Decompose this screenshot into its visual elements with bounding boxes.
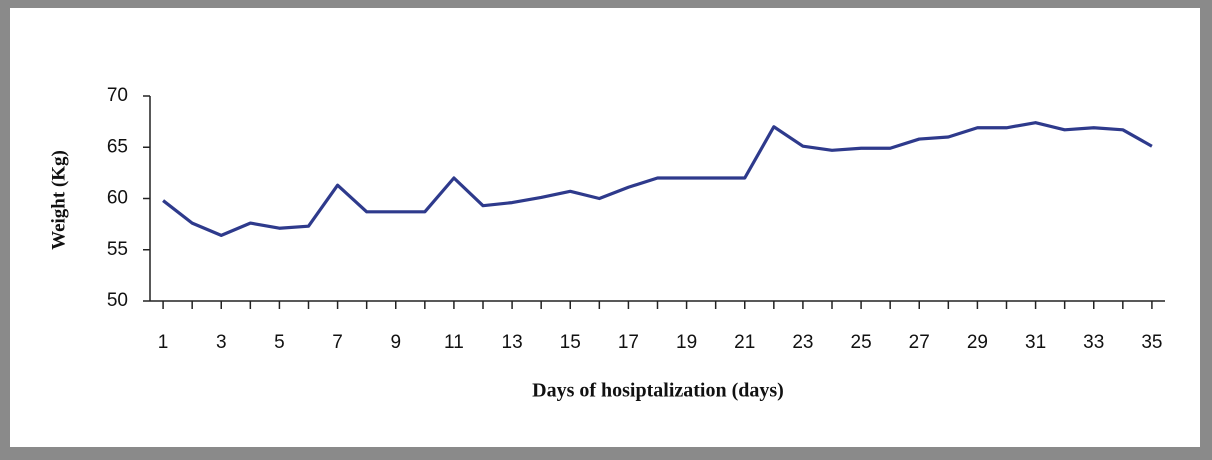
y-tick-label: 55 — [107, 239, 128, 260]
x-axis-label: Days of hosiptalization (days) — [532, 380, 784, 402]
x-tick-label: 11 — [444, 332, 464, 353]
x-tick-label: 25 — [851, 332, 872, 353]
y-tick-label: 60 — [107, 188, 128, 209]
x-tick-label: 17 — [618, 332, 639, 353]
x-tick-label: 3 — [216, 332, 227, 353]
y-tick-label: 50 — [107, 290, 128, 311]
x-tick-label: 9 — [390, 332, 401, 353]
x-tick-label: 7 — [332, 332, 343, 353]
x-tick-label: 33 — [1083, 332, 1104, 353]
x-tick-label: 13 — [502, 332, 523, 353]
x-tick-label: 5 — [274, 332, 285, 353]
x-tick-label: 27 — [909, 332, 930, 353]
x-tick-label: 21 — [734, 332, 755, 353]
x-tick-label: 19 — [676, 332, 697, 353]
data-line — [162, 121, 1153, 237]
y-tick-label: 65 — [107, 136, 128, 157]
y-axis-label: Weight (Kg) — [48, 150, 69, 250]
x-tick-label: 31 — [1025, 332, 1046, 353]
chart-panel — [10, 8, 1200, 447]
x-tick-label: 29 — [967, 332, 988, 353]
x-tick-label: 15 — [560, 332, 581, 353]
y-tick-label: 70 — [107, 85, 128, 106]
x-tick-label: 35 — [1141, 332, 1162, 353]
x-tick-label: 1 — [158, 332, 169, 353]
x-tick-label: 23 — [792, 332, 813, 353]
